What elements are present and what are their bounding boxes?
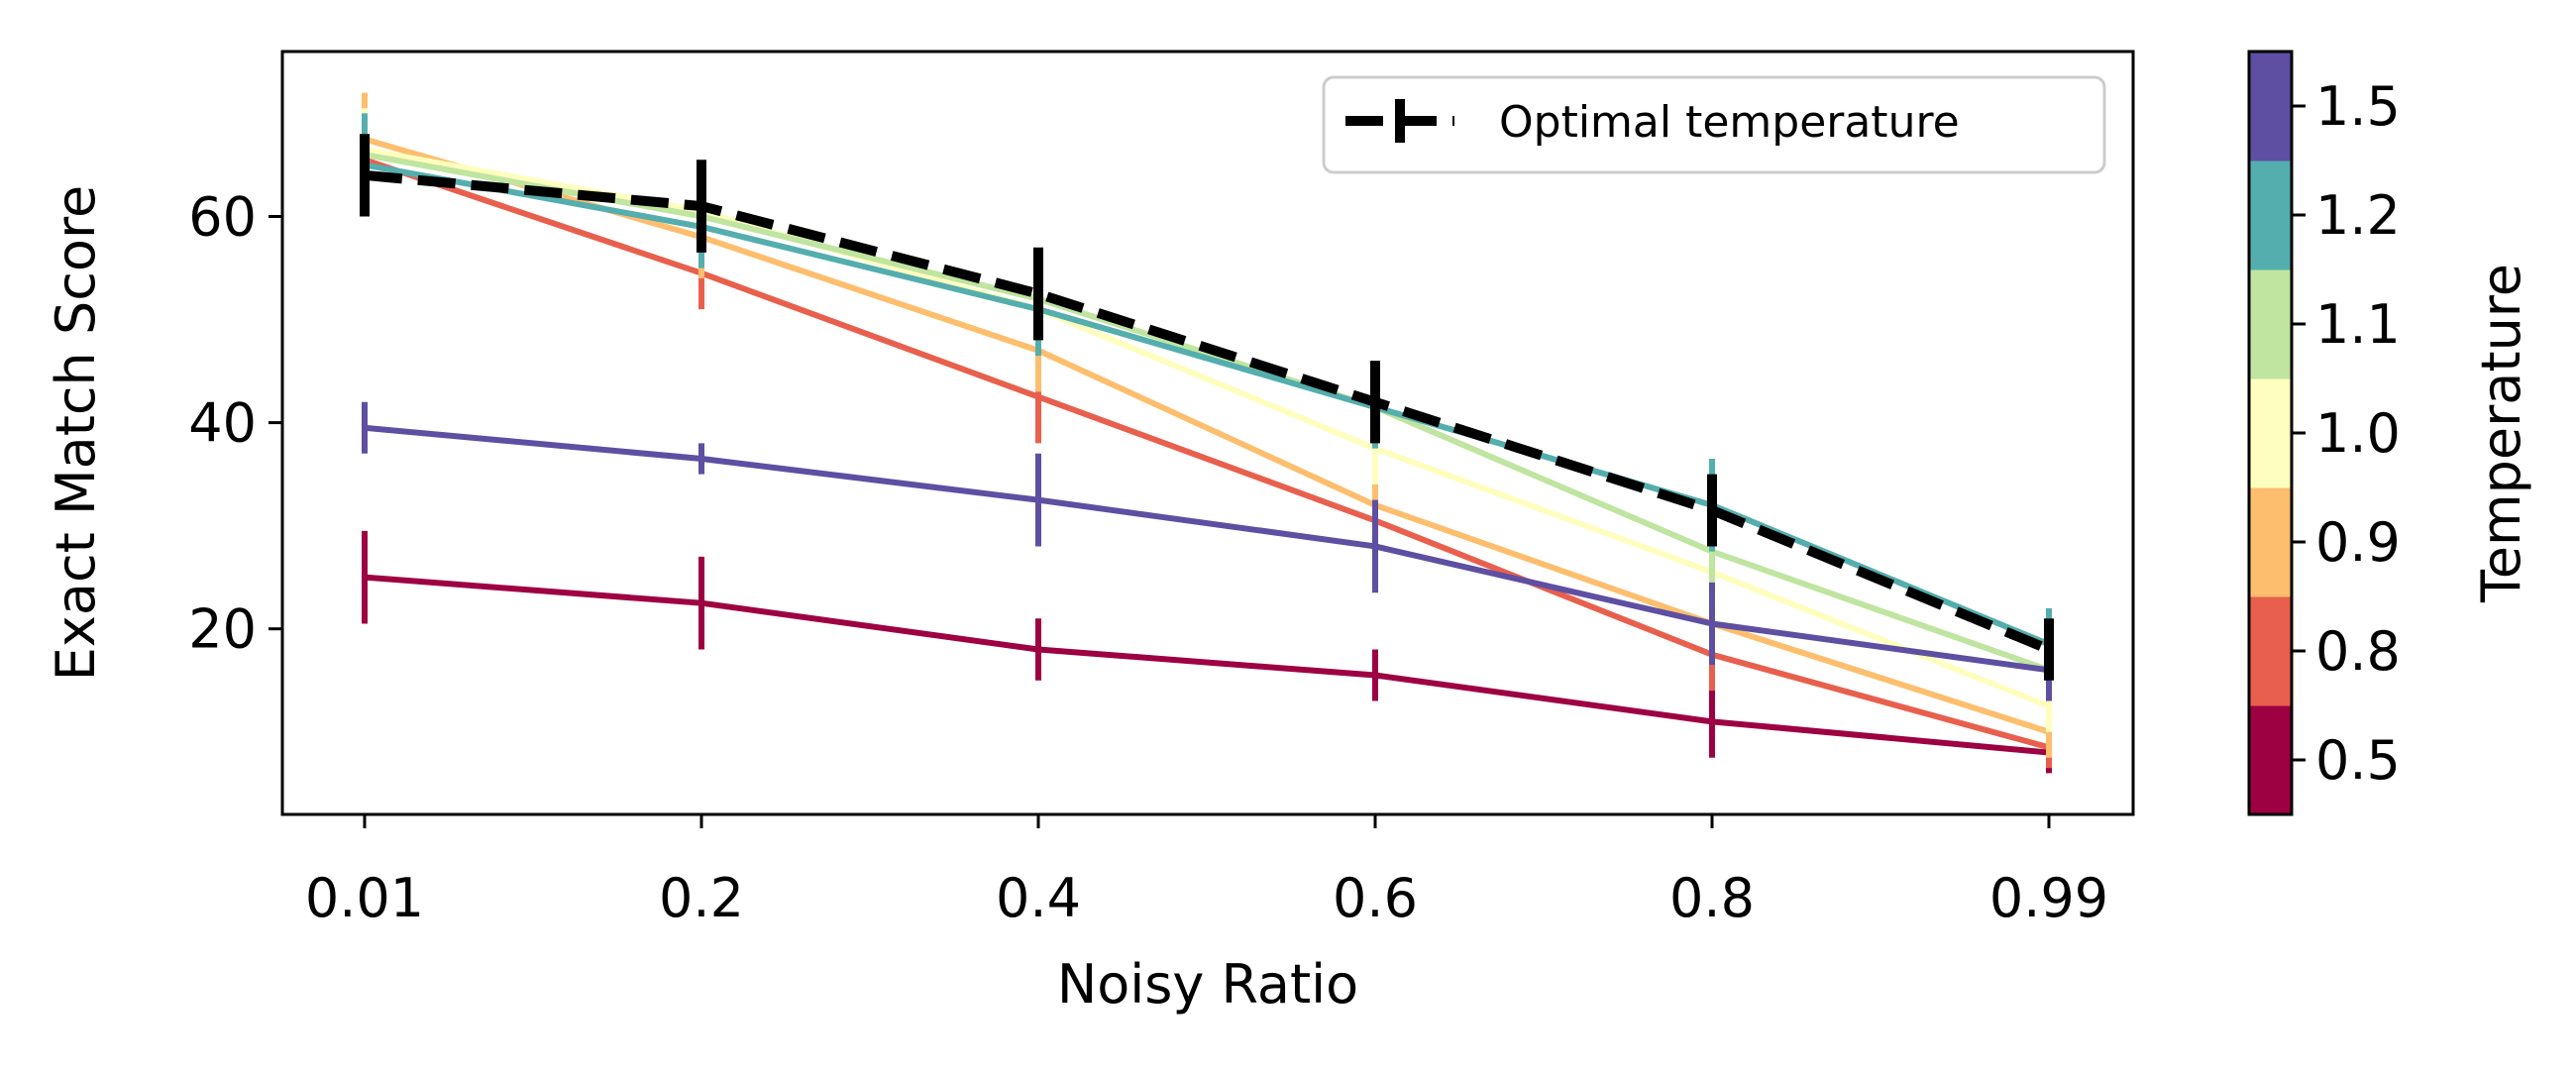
colorbar-tick-label: 0.9: [2315, 511, 2401, 574]
colorbar-segment-1.5: [2249, 52, 2292, 161]
series-line-temp-1-2: [362, 161, 2052, 648]
axes-layer: 0.01 0.2 0.4 0.6 0.8 0.99 20 40 60: [188, 185, 2108, 929]
legend-entry-optimal-temperature: Optimal temperature: [1499, 97, 1960, 148]
colorbar-segment-0.9: [2249, 487, 2292, 597]
colorbar-label: Temperature: [2470, 264, 2532, 603]
colorbar-segment-1.2: [2249, 161, 2292, 270]
x-tick-label: 0.01: [305, 867, 424, 929]
x-tick-label: 0.2: [659, 867, 744, 929]
x-tick-label: 0.4: [996, 867, 1081, 929]
series-line-temp-0-8: [362, 157, 2052, 751]
series-line-temp-0-5: [362, 574, 2052, 756]
colorbar-tick-label: 0.5: [2315, 729, 2401, 792]
series-line-temp-0-9: [362, 136, 2052, 735]
y-tick-label: 40: [188, 392, 257, 455]
optimal-layer: [360, 134, 2054, 681]
colorbar-segment-1.1: [2249, 269, 2292, 379]
y-axis-label: Exact Match Score: [45, 185, 107, 681]
colorbar-segment-0.5: [2249, 705, 2292, 815]
colorbar-tick-label: 0.8: [2315, 620, 2401, 683]
series-layer: [362, 92, 2052, 774]
legend-box: [1322, 75, 2106, 174]
colorbar-tick-label: 1.5: [2315, 75, 2401, 138]
y-tick-label: 60: [188, 185, 257, 248]
colorbar-segment-1.0: [2249, 378, 2292, 488]
colorbar-segment-0.8: [2249, 596, 2292, 706]
colorbar-tick-label: 1.2: [2315, 184, 2401, 247]
y-tick-label: 20: [188, 598, 257, 661]
series-line-temp-1-1: [362, 152, 2052, 674]
x-axis-label: Noisy Ratio: [1057, 953, 1358, 1016]
colorbar-tick-label: 1.1: [2315, 293, 2401, 356]
optimal-temperature-line: [364, 169, 2051, 655]
plot-area-frame: [280, 50, 2135, 816]
colorbar: 0.5 0.8 0.9 1.0 1.1 1.2 1.5: [2247, 50, 2401, 816]
legend-optimal-line-sample: [1345, 99, 1454, 143]
x-tick-label: 0.99: [1989, 867, 2108, 929]
series-line-temp-1-5: [362, 424, 2052, 674]
legend: Optimal temperature: [1322, 75, 2106, 174]
x-tick-label: 0.8: [1669, 867, 1755, 929]
x-tick-label: 0.6: [1333, 867, 1418, 929]
colorbar-tick-label: 1.0: [2315, 402, 2401, 465]
